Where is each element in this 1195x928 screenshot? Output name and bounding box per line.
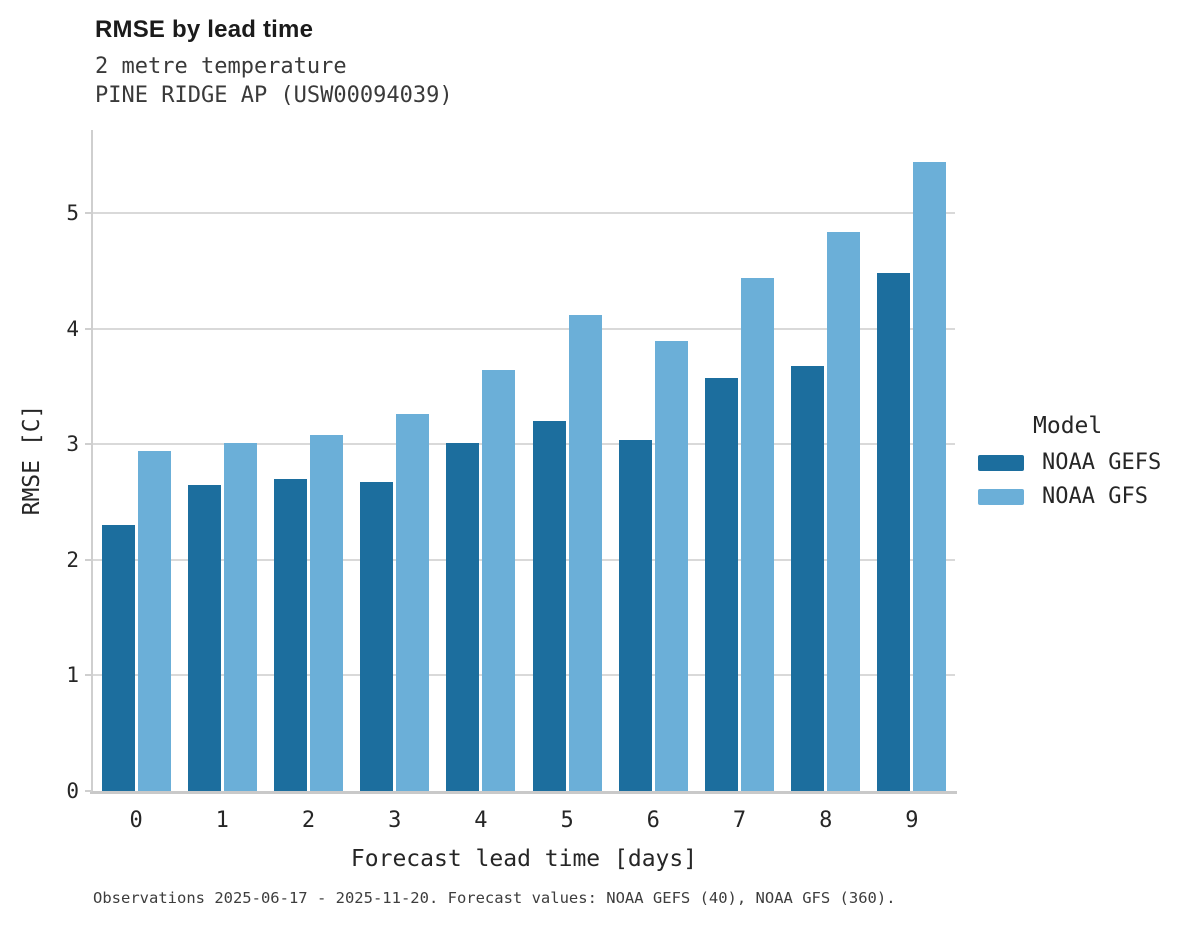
bar-noaa-gefs-7	[705, 378, 738, 791]
chart-subtitle-station: PINE RIDGE AP (USW00094039)	[95, 83, 453, 108]
bar-noaa-gefs-3	[360, 482, 394, 791]
bar-noaa-gfs-6	[654, 341, 688, 791]
bar-noaa-gefs-0	[101, 525, 135, 791]
title-block: RMSE by lead time 2 metre temperature PI…	[95, 16, 453, 110]
x-axis-label: Forecast lead time [days]	[350, 846, 698, 872]
chart-title: RMSE by lead time	[95, 16, 314, 43]
bar-noaa-gefs-8	[791, 365, 825, 791]
x-tick-label-0: 0	[129, 808, 143, 833]
bar-noaa-gefs-4	[446, 443, 480, 791]
bar-noaa-gfs-2	[310, 435, 343, 791]
y-tick-mark-3	[85, 443, 92, 446]
gridline-2	[93, 558, 955, 561]
y-tick-label-1: 1	[66, 663, 79, 688]
bar-noaa-gfs-9	[913, 162, 947, 791]
chart-subtitle-variable: 2 metre temperature	[95, 54, 347, 79]
y-tick-mark-0	[85, 790, 92, 792]
bar-noaa-gefs-2	[274, 478, 307, 791]
x-tick-label-5: 5	[560, 808, 574, 833]
y-tick-label-3: 3	[66, 432, 79, 457]
x-axis-spine	[90, 791, 957, 794]
y-tick-mark-4	[85, 327, 92, 330]
x-tick-label-1: 1	[215, 808, 229, 833]
y-tick-label-5: 5	[66, 201, 79, 226]
bar-noaa-gefs-6	[618, 439, 652, 791]
gridline-5	[93, 212, 955, 215]
y-tick-mark-2	[85, 558, 92, 561]
y-axis-label: RMSE [C]	[19, 404, 45, 516]
bar-noaa-gfs-1	[223, 443, 257, 791]
gridline-4	[93, 327, 955, 330]
y-tick-label-2: 2	[66, 547, 79, 572]
bar-noaa-gfs-5	[568, 314, 602, 791]
x-tick-label-3: 3	[388, 808, 402, 833]
legend-swatch-noaa-gfs	[978, 489, 1024, 505]
bar-noaa-gefs-1	[187, 484, 221, 791]
bar-noaa-gefs-5	[532, 421, 566, 791]
bar-noaa-gfs-4	[482, 370, 516, 791]
y-tick-mark-1	[85, 674, 92, 677]
gridline-3	[93, 443, 955, 446]
legend-label-noaa-gfs: NOAA GFS	[1042, 484, 1148, 509]
bar-noaa-gfs-7	[741, 277, 774, 791]
gridline-1	[93, 674, 955, 677]
legend-swatch-noaa-gefs	[978, 455, 1024, 471]
y-tick-label-0: 0	[66, 779, 79, 803]
x-tick-label-7: 7	[732, 808, 747, 833]
bar-noaa-gfs-8	[827, 231, 861, 791]
x-tick-label-4: 4	[474, 808, 488, 833]
x-tick-label-8: 8	[819, 808, 833, 833]
x-tick-label-9: 9	[905, 808, 919, 833]
x-tick-label-2: 2	[301, 808, 316, 833]
legend-title: Model	[1033, 413, 1103, 439]
y-tick-mark-5	[85, 212, 92, 215]
bar-noaa-gfs-3	[396, 414, 430, 791]
y-tick-label-4: 4	[66, 316, 79, 341]
legend-label-noaa-gefs: NOAA GEFS	[1042, 450, 1162, 475]
bar-noaa-gefs-9	[877, 273, 911, 791]
y-axis-spine	[91, 130, 93, 791]
x-tick-label-6: 6	[646, 808, 660, 833]
footnote: Observations 2025-06-17 - 2025-11-20. Fo…	[93, 889, 896, 907]
bar-noaa-gfs-0	[137, 451, 171, 791]
